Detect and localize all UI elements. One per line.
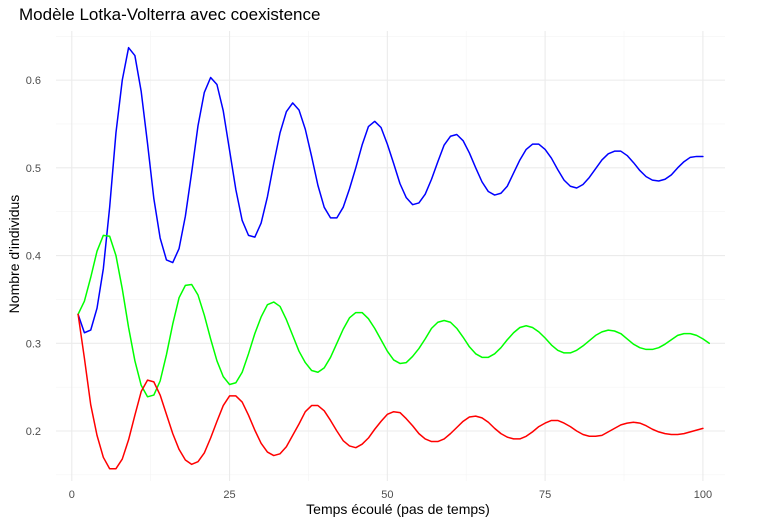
major-gridlines [56,31,725,481]
minor-gridlines [56,31,725,481]
x-tick-label: 100 [694,489,712,501]
y-axis-tick-labels: 0.2 0.3 0.4 0.5 0.6 [26,75,41,438]
series-line-1 [77,46,704,334]
x-tick-label: 75 [539,489,551,501]
series-line-2 [77,234,710,398]
y-tick-label: 0.3 [26,338,41,350]
x-axis-tick-labels: 0 25 50 75 100 [69,489,712,501]
y-tick-label: 0.2 [26,426,41,438]
x-tick-label: 50 [381,489,393,501]
y-tick-label: 0.6 [26,75,41,87]
x-axis-title: Temps écoulé (pas de temps) [306,501,490,517]
y-tick-label: 0.5 [26,163,41,175]
y-axis-title: Nombre d'individus [6,195,22,314]
chart-title: Modèle Lotka-Volterra avec coexistence [19,5,320,24]
x-tick-label: 25 [223,489,235,501]
y-tick-label: 0.4 [26,251,41,263]
x-tick-label: 0 [69,489,75,501]
series-lines [77,46,710,470]
series-line-3 [77,313,704,470]
